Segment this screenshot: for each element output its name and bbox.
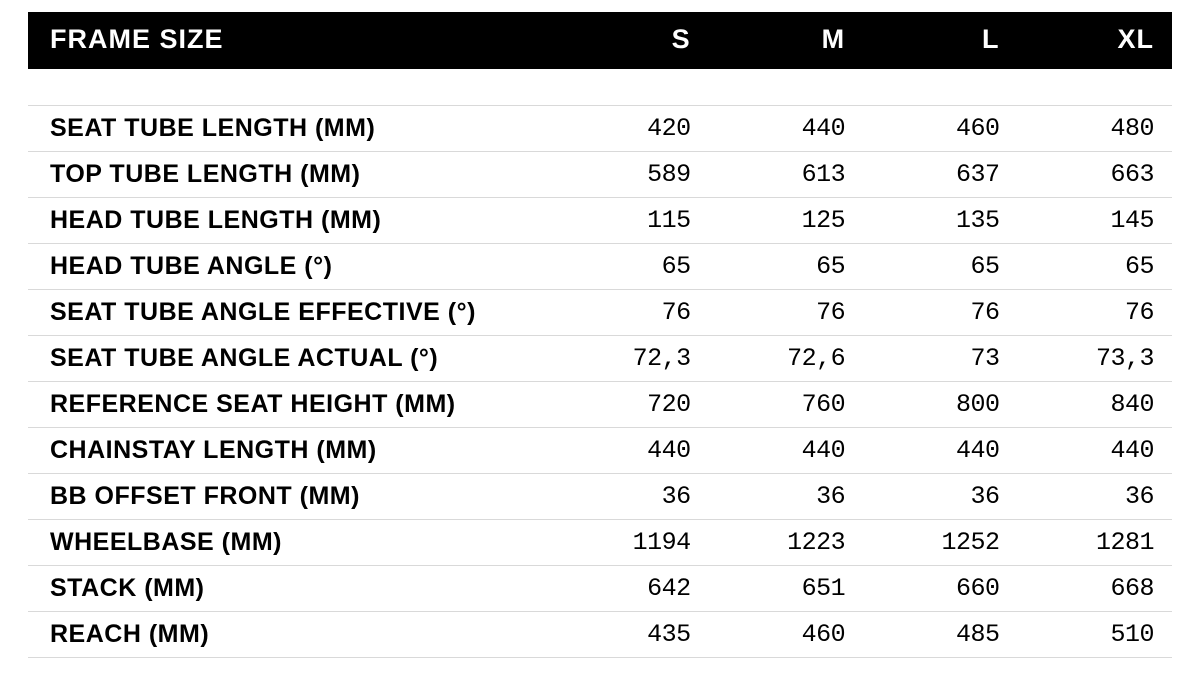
row-value: 420: [554, 105, 708, 151]
row-label: CHAINSTAY LENGTH (MM): [28, 427, 554, 473]
table-row: REFERENCE SEAT HEIGHT (MM)720760800840: [28, 381, 1172, 427]
row-value: 76: [1018, 289, 1172, 335]
row-value: 760: [709, 381, 863, 427]
row-value: 65: [1018, 243, 1172, 289]
row-value: 36: [863, 473, 1017, 519]
row-value: 36: [1018, 473, 1172, 519]
row-value: 72,6: [709, 335, 863, 381]
row-label: REACH (MM): [28, 611, 554, 657]
row-value: 660: [863, 565, 1017, 611]
header-size-m: M: [709, 12, 863, 69]
row-value: 637: [863, 151, 1017, 197]
row-value: 65: [709, 243, 863, 289]
row-value: 668: [1018, 565, 1172, 611]
row-value: 460: [709, 611, 863, 657]
row-value: 65: [554, 243, 708, 289]
row-value: 800: [863, 381, 1017, 427]
row-value: 36: [709, 473, 863, 519]
header-spacer: [28, 69, 1172, 105]
row-value: 589: [554, 151, 708, 197]
row-value: 440: [1018, 427, 1172, 473]
row-value: 510: [1018, 611, 1172, 657]
row-label: SEAT TUBE ANGLE EFFECTIVE (°): [28, 289, 554, 335]
row-value: 72,3: [554, 335, 708, 381]
table-header: FRAME SIZE S M L XL: [28, 12, 1172, 69]
row-value: 460: [863, 105, 1017, 151]
table-row: BB OFFSET FRONT (MM)36363636: [28, 473, 1172, 519]
row-value: 73: [863, 335, 1017, 381]
row-value: 115: [554, 197, 708, 243]
header-frame-size: FRAME SIZE: [28, 12, 554, 69]
row-value: 435: [554, 611, 708, 657]
row-value: 145: [1018, 197, 1172, 243]
row-value: 125: [709, 197, 863, 243]
geometry-table: FRAME SIZE S M L XL SEAT TUBE LENGTH (MM…: [28, 12, 1172, 658]
table-row: STACK (MM)642651660668: [28, 565, 1172, 611]
row-value: 76: [863, 289, 1017, 335]
row-value: 663: [1018, 151, 1172, 197]
row-value: 1281: [1018, 519, 1172, 565]
row-value: 440: [709, 105, 863, 151]
row-value: 36: [554, 473, 708, 519]
table-body: SEAT TUBE LENGTH (MM)420440460480TOP TUB…: [28, 69, 1172, 657]
row-label: TOP TUBE LENGTH (MM): [28, 151, 554, 197]
row-label: BB OFFSET FRONT (MM): [28, 473, 554, 519]
row-value: 613: [709, 151, 863, 197]
geometry-table-container: FRAME SIZE S M L XL SEAT TUBE LENGTH (MM…: [0, 0, 1200, 658]
table-row: SEAT TUBE LENGTH (MM)420440460480: [28, 105, 1172, 151]
row-value: 720: [554, 381, 708, 427]
row-label: HEAD TUBE ANGLE (°): [28, 243, 554, 289]
row-value: 76: [554, 289, 708, 335]
table-row: REACH (MM)435460485510: [28, 611, 1172, 657]
row-label: REFERENCE SEAT HEIGHT (MM): [28, 381, 554, 427]
table-row: SEAT TUBE ANGLE ACTUAL (°)72,372,67373,3: [28, 335, 1172, 381]
row-label: WHEELBASE (MM): [28, 519, 554, 565]
table-row: CHAINSTAY LENGTH (MM)440440440440: [28, 427, 1172, 473]
row-value: 480: [1018, 105, 1172, 151]
row-value: 1223: [709, 519, 863, 565]
row-label: SEAT TUBE ANGLE ACTUAL (°): [28, 335, 554, 381]
row-value: 76: [709, 289, 863, 335]
row-value: 73,3: [1018, 335, 1172, 381]
table-row: HEAD TUBE ANGLE (°)65656565: [28, 243, 1172, 289]
row-value: 1194: [554, 519, 708, 565]
table-row: HEAD TUBE LENGTH (MM)115125135145: [28, 197, 1172, 243]
row-value: 65: [863, 243, 1017, 289]
row-label: HEAD TUBE LENGTH (MM): [28, 197, 554, 243]
header-size-l: L: [863, 12, 1017, 69]
row-value: 642: [554, 565, 708, 611]
row-value: 1252: [863, 519, 1017, 565]
row-value: 651: [709, 565, 863, 611]
row-value: 840: [1018, 381, 1172, 427]
row-value: 440: [709, 427, 863, 473]
row-value: 440: [554, 427, 708, 473]
table-row: SEAT TUBE ANGLE EFFECTIVE (°)76767676: [28, 289, 1172, 335]
row-value: 485: [863, 611, 1017, 657]
header-size-s: S: [554, 12, 708, 69]
row-value: 135: [863, 197, 1017, 243]
table-row: TOP TUBE LENGTH (MM)589613637663: [28, 151, 1172, 197]
table-row: WHEELBASE (MM)1194122312521281: [28, 519, 1172, 565]
header-size-xl: XL: [1018, 12, 1172, 69]
row-label: SEAT TUBE LENGTH (MM): [28, 105, 554, 151]
row-label: STACK (MM): [28, 565, 554, 611]
row-value: 440: [863, 427, 1017, 473]
